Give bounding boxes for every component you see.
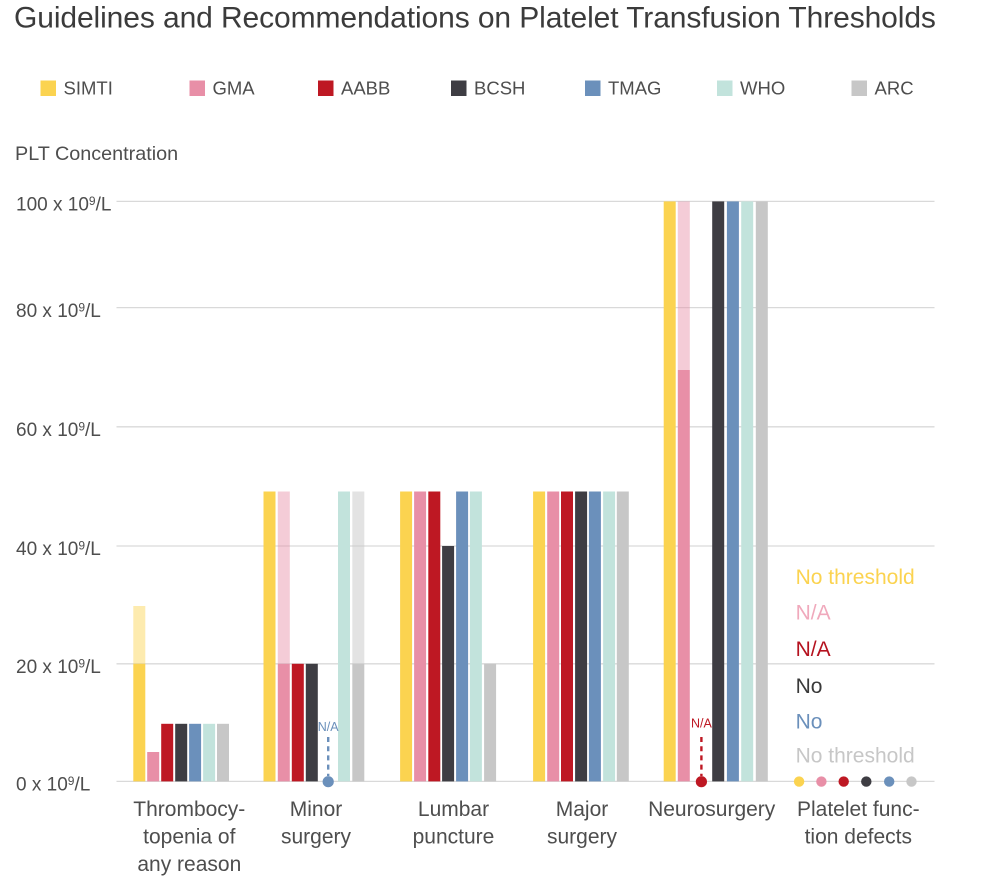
svg-text:N/A: N/A <box>796 638 831 661</box>
svg-text:any reason: any reason <box>137 853 241 876</box>
svg-text:ARC: ARC <box>875 78 914 99</box>
svg-text:topenia of: topenia of <box>143 825 235 848</box>
svg-text:No: No <box>796 675 823 698</box>
svg-text:SIMTI: SIMTI <box>64 78 113 99</box>
svg-text:Lumbar: Lumbar <box>418 798 489 821</box>
svg-text:Minor: Minor <box>290 798 343 821</box>
svg-text:Major: Major <box>556 798 609 821</box>
svg-text:WHO: WHO <box>740 78 785 99</box>
svg-text:AABB: AABB <box>341 78 390 99</box>
svg-text:40 x 109/L: 40 x 109/L <box>16 539 101 561</box>
svg-text:BCSH: BCSH <box>474 78 525 99</box>
svg-text:TMAG: TMAG <box>608 78 661 99</box>
svg-text:Guidelines and Recommendations: Guidelines and Recommendations on Platel… <box>14 2 936 35</box>
svg-text:80 x 109/L: 80 x 109/L <box>16 300 101 322</box>
svg-text:Platelet func-: Platelet func- <box>797 798 920 821</box>
svg-text:surgery: surgery <box>281 825 352 848</box>
svg-text:PLT Concentration: PLT Concentration <box>15 143 178 165</box>
svg-text:GMA: GMA <box>213 78 256 99</box>
svg-text:No threshold: No threshold <box>796 566 915 589</box>
svg-text:N/A: N/A <box>796 601 831 624</box>
svg-text:No threshold: No threshold <box>796 744 915 767</box>
svg-text:surgery: surgery <box>547 825 618 848</box>
svg-text:tion defects: tion defects <box>805 825 912 848</box>
svg-text:No: No <box>796 710 823 733</box>
svg-text:N/A: N/A <box>318 720 340 734</box>
svg-text:puncture: puncture <box>413 825 495 848</box>
svg-text:N/A: N/A <box>691 716 713 730</box>
svg-text:0 x 109/L: 0 x 109/L <box>16 774 90 796</box>
svg-text:20 x 109/L: 20 x 109/L <box>16 657 101 679</box>
svg-text:Thrombocy-: Thrombocy- <box>133 798 245 821</box>
svg-text:100 x 109/L: 100 x 109/L <box>16 194 111 216</box>
svg-text:Neurosurgery: Neurosurgery <box>648 798 776 821</box>
svg-text:60 x 109/L: 60 x 109/L <box>16 420 101 442</box>
